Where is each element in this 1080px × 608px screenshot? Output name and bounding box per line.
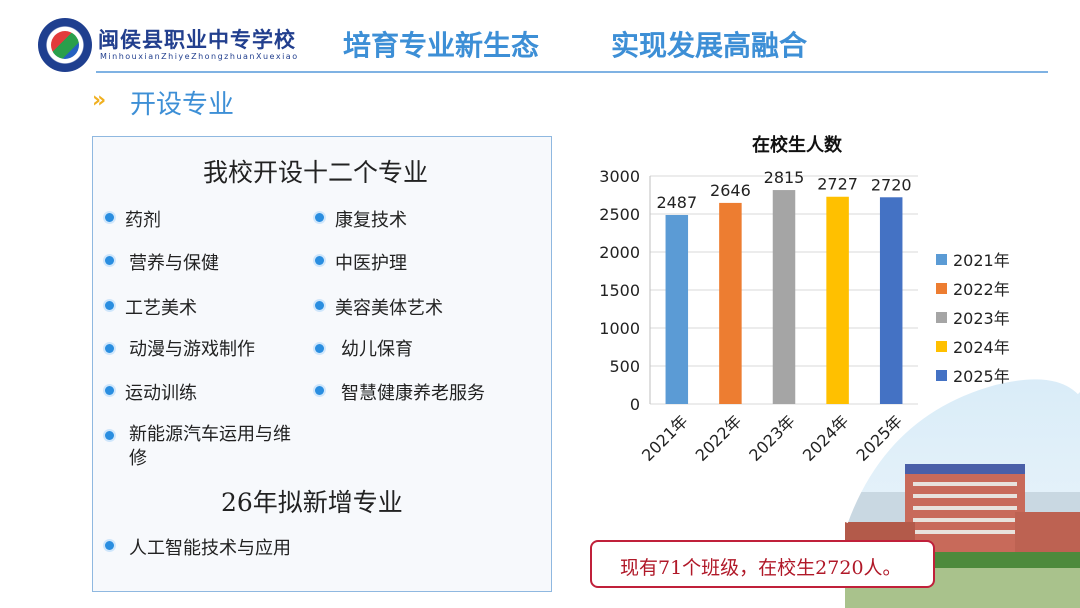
data-label: 2487 <box>656 193 697 212</box>
bar <box>719 202 742 404</box>
header-divider <box>96 71 1048 73</box>
legend-label: 2023年 <box>953 309 1010 328</box>
data-label: 2727 <box>817 175 858 194</box>
bullet-dot-icon <box>315 256 324 265</box>
bullet-dot-icon <box>315 301 324 310</box>
major-item: 运动训练 <box>125 383 197 404</box>
bar <box>879 197 903 404</box>
class-summary-text: 现有71个班级，在校生2720人。 <box>620 557 902 579</box>
data-label: 2720 <box>871 175 912 194</box>
major-item: 中医护理 <box>335 253 407 274</box>
legend-label: 2025年 <box>953 367 1010 386</box>
bullet-dot-icon <box>105 431 114 440</box>
bullet-dot-icon <box>105 256 114 265</box>
y-tick-label: 2000 <box>599 243 640 262</box>
y-tick-label: 1000 <box>599 319 640 338</box>
y-tick-label: 2500 <box>599 205 640 224</box>
major-item: 美容美体艺术 <box>335 298 443 319</box>
legend-label: 2021年 <box>953 251 1010 270</box>
bullet-dot-icon <box>105 541 114 550</box>
major-item: 动漫与游戏制作 <box>129 339 255 360</box>
y-tick-label: 0 <box>630 395 640 414</box>
school-pinyin: MinhouxianZhiyeZhongzhuanXuexiao <box>100 52 299 61</box>
school-name: 闽侯县职业中专学校 <box>98 27 296 52</box>
legend-swatch <box>936 341 947 352</box>
bar <box>665 214 689 404</box>
major-item: 工艺美术 <box>125 298 197 319</box>
legend-swatch <box>936 312 947 323</box>
major-item: 康复技术 <box>335 210 407 231</box>
slogan-right: 实现发展高融合 <box>611 29 808 62</box>
bullet-dot-icon <box>105 301 114 310</box>
y-tick-label: 1500 <box>599 281 640 300</box>
major-item: 药剂 <box>125 210 161 231</box>
bullet-dot-icon <box>315 213 324 222</box>
legend-swatch <box>936 254 947 265</box>
bullet-dot-icon <box>315 344 324 353</box>
bullet-dot-icon <box>105 386 114 395</box>
new-major-item: 人工智能技术与应用 <box>129 538 291 559</box>
bullet-dot-icon <box>315 386 324 395</box>
double-chevron-icon: » <box>92 88 107 113</box>
majors-panel: 我校开设十二个专业 药剂 康复技术 营养与保健 中医护理 工艺美术 美容美体艺术… <box>92 136 552 592</box>
bullet-dot-icon <box>105 213 114 222</box>
bar <box>826 196 849 404</box>
legend-swatch <box>936 283 947 294</box>
data-label: 2815 <box>764 168 805 187</box>
slogan-left: 培育专业新生态 <box>343 29 540 62</box>
bar <box>772 190 796 404</box>
major-item: 营养与保健 <box>129 253 219 274</box>
data-label: 2646 <box>710 181 751 200</box>
legend-label: 2024年 <box>953 338 1010 357</box>
class-summary-note: 现有71个班级，在校生2720人。 <box>590 540 935 588</box>
x-tick-label: 2023年 <box>745 411 799 465</box>
x-tick-label: 2025年 <box>852 411 906 465</box>
x-tick-label: 2022年 <box>692 411 746 465</box>
legend-label: 2022年 <box>953 280 1010 299</box>
legend-swatch <box>936 370 947 381</box>
x-tick-label: 2021年 <box>638 411 692 465</box>
major-item: 新能源汽车运用与维修 <box>129 424 291 469</box>
enrollment-bar-chart: 0 500 1000 1500 2000 2500 3000 2487 2021年 2646 202… <box>599 167 1010 465</box>
school-logo <box>38 18 92 72</box>
chart-title: 在校生人数 <box>752 135 842 156</box>
majors-heading: 我校开设十二个专业 <box>203 158 429 187</box>
y-tick-label: 500 <box>609 357 640 376</box>
section-title: 开设专业 <box>130 90 235 120</box>
new-majors-heading: 26年拟新增专业 <box>221 488 403 517</box>
bullet-dot-icon <box>105 344 114 353</box>
major-item: 智慧健康养老服务 <box>341 383 485 404</box>
x-tick-label: 2024年 <box>799 411 853 465</box>
major-item: 幼儿保育 <box>341 339 413 360</box>
y-tick-label: 3000 <box>599 167 640 186</box>
